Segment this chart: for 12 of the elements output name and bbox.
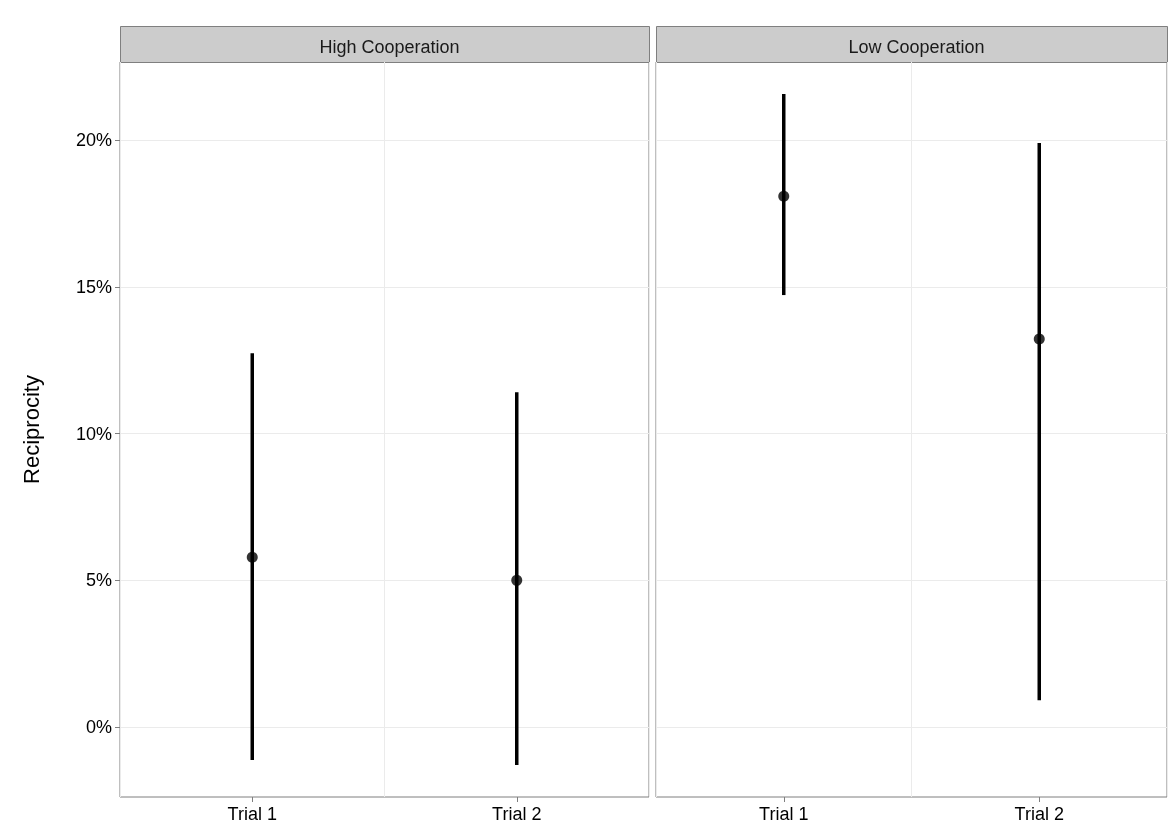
y-tick-label: 20%: [75, 130, 112, 151]
x-tick-label: Trial 2: [492, 804, 542, 824]
x-tick-label: Trial 1: [759, 804, 809, 824]
y-tick-label: 0%: [85, 717, 112, 738]
y-tick-label: 5%: [85, 570, 112, 591]
x-tick-label: Trial 1: [227, 804, 277, 824]
x-tick-label: Trial 2: [1014, 804, 1064, 824]
y-tick-label: 10%: [75, 423, 112, 444]
y-tick-label: 15%: [75, 276, 112, 297]
chart-title: High Cooperation: [319, 37, 460, 57]
y-axis-title: Reciprocity: [18, 375, 44, 484]
chart-title: Low Cooperation: [848, 37, 985, 57]
